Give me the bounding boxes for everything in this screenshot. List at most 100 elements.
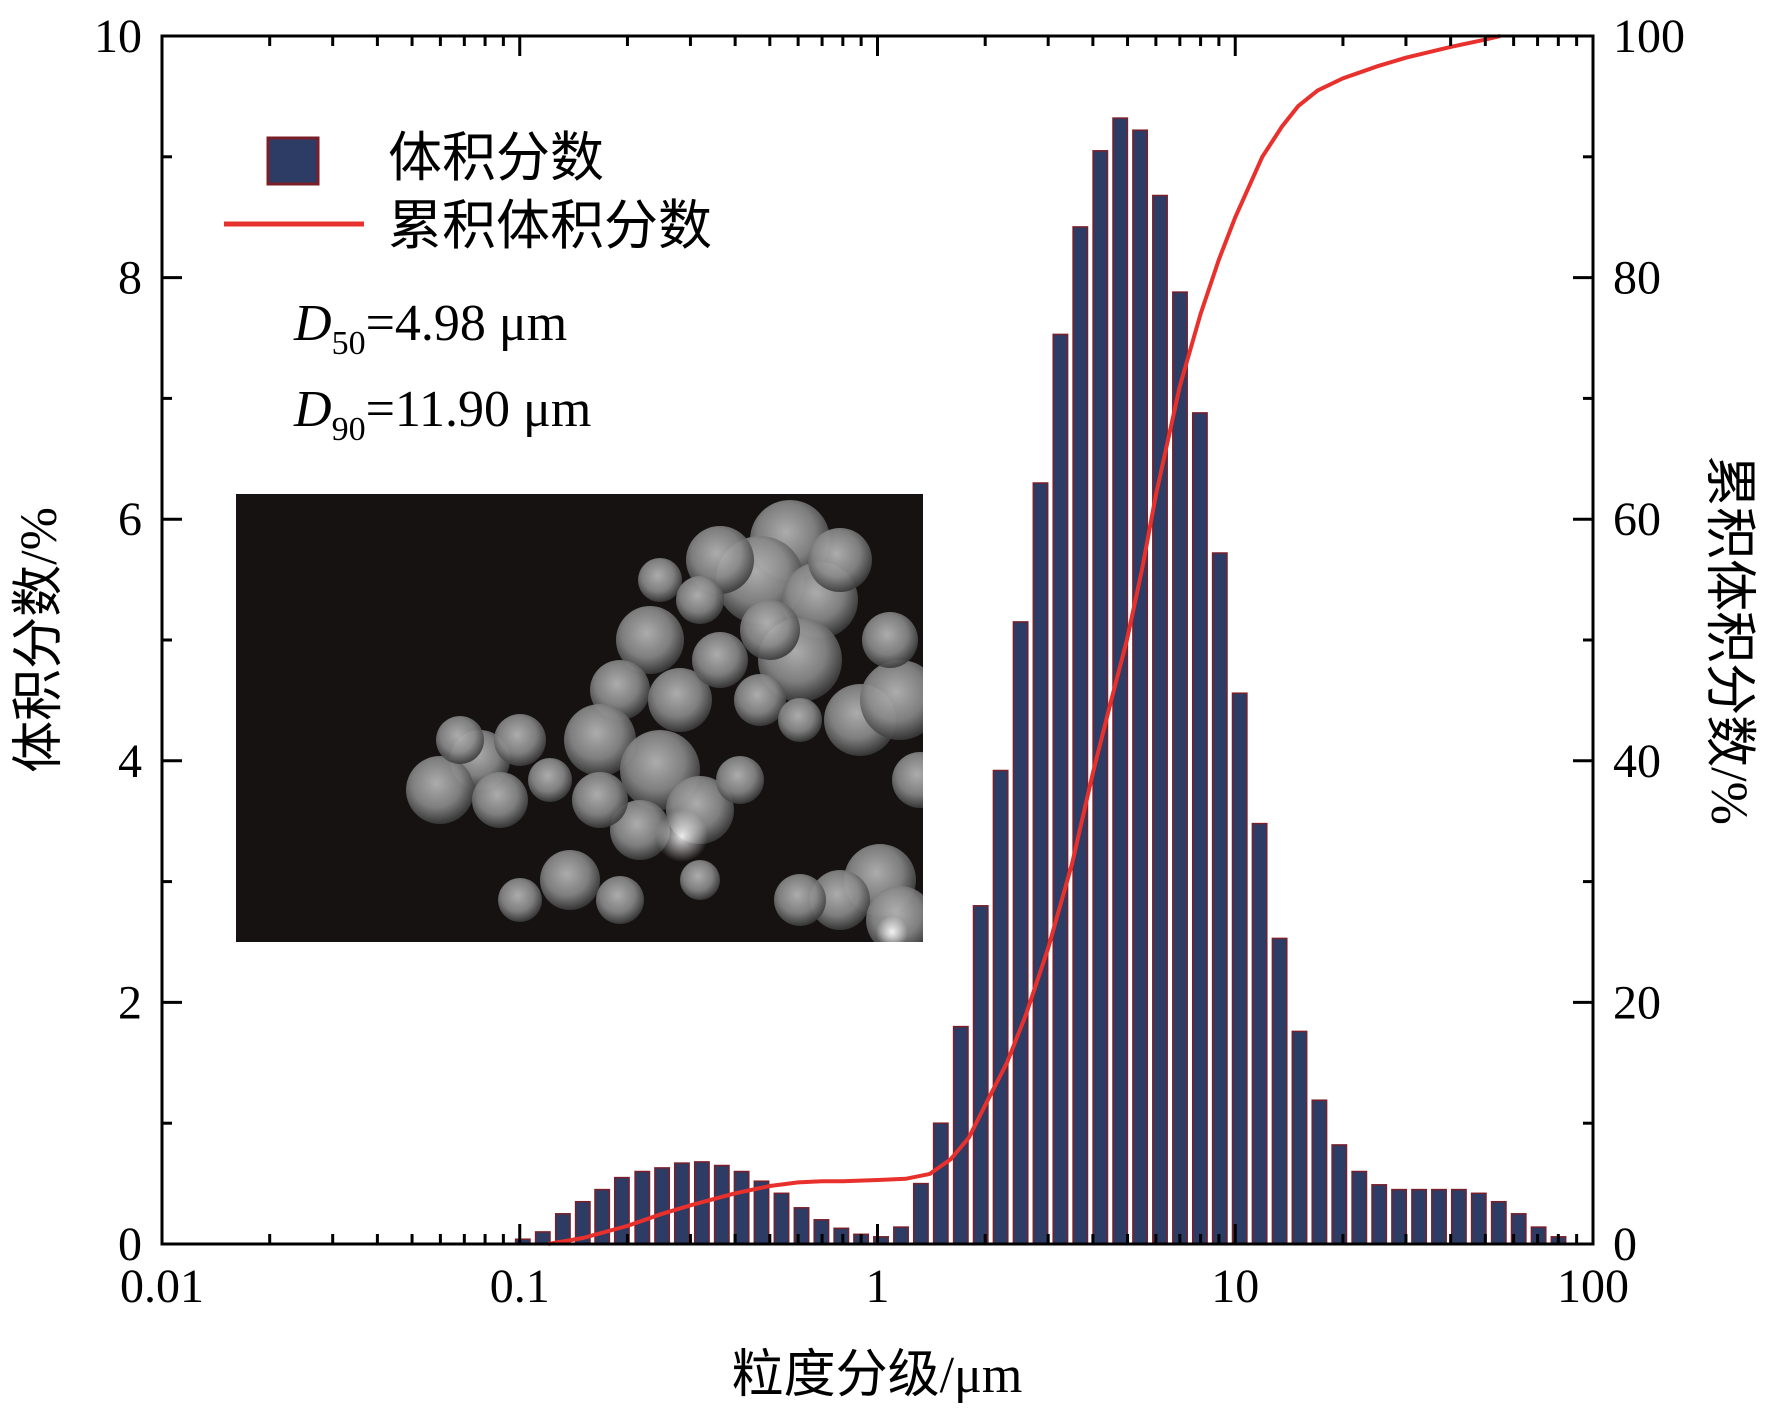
bar [1191, 412, 1208, 1245]
x-tick-label: 100 [1557, 1260, 1629, 1313]
bar [713, 1164, 730, 1245]
bar [733, 1170, 750, 1245]
y2-axis-ticks: 0 20 40 60 80 100 [1573, 10, 1685, 1271]
legend-line-label: 累积体积分数 [388, 196, 712, 256]
bar [972, 905, 989, 1245]
y2-tick-label: 0 [1613, 1218, 1637, 1271]
bar [1032, 482, 1049, 1245]
volume-fraction-bars [514, 117, 1567, 1245]
bar [673, 1162, 690, 1245]
y-tick-label: 0 [118, 1218, 142, 1271]
particle [540, 850, 600, 910]
bar [1211, 552, 1228, 1245]
bar [1132, 129, 1149, 1245]
bar [952, 1025, 969, 1245]
x-axis-ticks: 0.01 0.1 1 10 100 [120, 36, 1629, 1313]
particle [860, 660, 923, 740]
y2-tick-label: 40 [1613, 735, 1661, 788]
bar [1012, 621, 1029, 1245]
y-tick-label: 10 [94, 10, 142, 63]
particle [692, 632, 748, 688]
particle [528, 758, 572, 802]
bright-spot [656, 810, 708, 862]
particle [494, 714, 546, 766]
bar [932, 1122, 949, 1245]
bar [773, 1192, 790, 1245]
bar [1052, 333, 1069, 1245]
y-axis-ticks: 0 2 4 6 8 10 [94, 10, 182, 1271]
bar [1331, 1144, 1348, 1245]
y-tick-label: 6 [118, 493, 142, 546]
particle [774, 874, 826, 926]
particle [862, 612, 918, 668]
bar [1251, 822, 1268, 1245]
d90-annotation: D90=11.90 μm [293, 381, 591, 448]
bar [1172, 291, 1188, 1245]
legend-bar-swatch [266, 136, 320, 186]
x-tick-label: 1 [866, 1260, 890, 1313]
particle [810, 870, 870, 930]
particle [564, 704, 636, 776]
bar [1291, 1030, 1308, 1245]
particle [808, 528, 872, 592]
bar [1092, 150, 1109, 1245]
particle [406, 756, 474, 824]
bar [1431, 1188, 1447, 1245]
bar [654, 1167, 671, 1245]
particle [892, 752, 923, 808]
y2-axis-title: 累积体积分数/% [1700, 455, 1757, 825]
sem-particle-micrograph-icon [236, 494, 923, 942]
particle [498, 878, 542, 922]
bar [992, 769, 1009, 1245]
bar [1490, 1200, 1507, 1245]
bar [1072, 226, 1089, 1245]
bar [1391, 1188, 1408, 1245]
svg-text:D50=4.98 μm: D50=4.98 μm [293, 295, 567, 362]
bar [793, 1207, 810, 1245]
particle [436, 716, 484, 764]
y-tick-label: 4 [118, 735, 142, 788]
bar [893, 1226, 909, 1245]
particle [716, 756, 764, 804]
legend-bar-label: 体积分数 [388, 128, 604, 188]
bar [833, 1227, 850, 1245]
particle [638, 558, 682, 602]
bar [1371, 1184, 1388, 1245]
d50-annotation: D50=4.98 μm [293, 295, 567, 362]
y-tick-label: 8 [118, 252, 142, 305]
x-axis-title: 粒度分级/μm [732, 1347, 1023, 1404]
particle [734, 674, 786, 726]
y2-tick-label: 60 [1613, 493, 1661, 546]
y-axis-title: 体积分数/% [11, 507, 68, 773]
x-tick-label: 0.1 [490, 1260, 550, 1313]
x-tick-label: 0.01 [120, 1260, 204, 1313]
y2-tick-label: 100 [1613, 10, 1685, 63]
bright-spot [876, 916, 908, 942]
particle [472, 772, 528, 828]
bar [1231, 692, 1248, 1245]
cumulative-volume-line [547, 34, 1501, 1246]
particle [596, 876, 644, 924]
particle [572, 772, 628, 828]
particle [676, 576, 724, 624]
particle [740, 600, 800, 660]
bar [1152, 194, 1168, 1245]
bar [634, 1170, 651, 1245]
legend: 体积分数 累积体积分数 [224, 128, 712, 256]
bar [1450, 1188, 1467, 1245]
particle [616, 606, 684, 674]
bar [1351, 1170, 1368, 1245]
y-tick-label: 2 [118, 976, 142, 1029]
particle [778, 698, 822, 742]
particle [610, 800, 670, 860]
y2-tick-label: 80 [1613, 252, 1661, 305]
bar [1271, 937, 1288, 1245]
bar [912, 1182, 929, 1245]
x-tick-label: 10 [1211, 1260, 1259, 1313]
svg-text:D90=11.90 μm: D90=11.90 μm [293, 381, 591, 448]
bar [1411, 1188, 1428, 1245]
particle [648, 668, 712, 732]
bar [1311, 1099, 1328, 1245]
y2-tick-label: 20 [1613, 976, 1661, 1029]
